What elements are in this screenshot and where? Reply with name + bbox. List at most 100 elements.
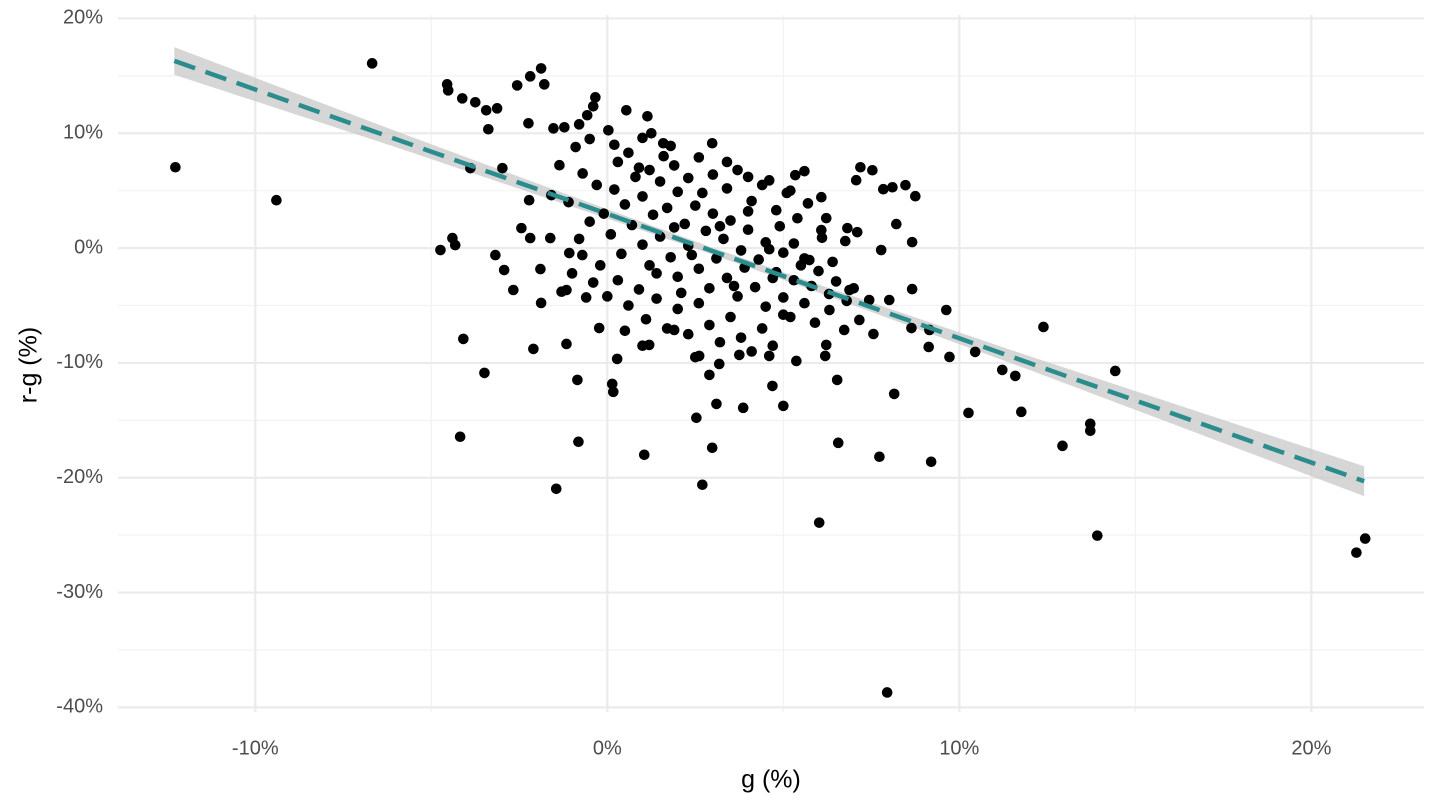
- point: [524, 232, 536, 244]
- point: [704, 282, 715, 294]
- point: [491, 103, 503, 114]
- point: [366, 58, 378, 69]
- point: [570, 141, 581, 153]
- point: [969, 346, 981, 358]
- point: [606, 378, 618, 390]
- point: [728, 280, 740, 292]
- point: [774, 220, 786, 232]
- point: [831, 374, 843, 386]
- point: [854, 314, 865, 326]
- point: [644, 164, 655, 176]
- point: [665, 251, 676, 263]
- point: [690, 351, 701, 363]
- point: [661, 202, 673, 214]
- y-tick-label: 0%: [74, 236, 103, 258]
- point: [550, 483, 562, 495]
- point: [1351, 547, 1362, 558]
- point: [749, 281, 761, 293]
- point: [732, 164, 743, 176]
- point: [686, 249, 698, 261]
- point: [675, 287, 687, 299]
- point: [605, 229, 617, 240]
- point: [799, 165, 810, 177]
- point: [820, 339, 832, 351]
- point: [877, 183, 889, 195]
- point: [819, 350, 831, 362]
- y-tick-label: 20%: [63, 7, 103, 29]
- point: [573, 119, 585, 130]
- point: [435, 244, 446, 256]
- point: [682, 172, 694, 184]
- point: [603, 124, 614, 136]
- y-tick-label: -30%: [56, 581, 103, 603]
- point: [584, 216, 596, 227]
- point: [883, 294, 895, 306]
- point: [830, 276, 842, 287]
- point: [714, 336, 726, 348]
- point: [644, 260, 655, 271]
- point: [763, 350, 775, 362]
- point: [580, 292, 592, 303]
- point: [1057, 440, 1068, 452]
- point: [523, 117, 534, 129]
- point: [1015, 406, 1027, 418]
- point: [706, 137, 718, 149]
- point: [725, 215, 736, 226]
- point: [637, 132, 648, 144]
- point: [887, 181, 898, 193]
- point: [867, 164, 878, 176]
- point: [668, 160, 680, 171]
- point: [535, 263, 546, 275]
- point: [594, 260, 606, 271]
- point: [535, 63, 547, 74]
- point: [881, 687, 893, 698]
- point: [633, 284, 645, 295]
- point: [718, 233, 729, 245]
- point: [528, 343, 539, 355]
- point: [713, 358, 725, 370]
- point: [572, 374, 583, 386]
- point: [556, 286, 567, 298]
- point: [693, 152, 705, 163]
- point: [763, 243, 775, 255]
- point: [707, 169, 719, 180]
- point: [746, 195, 757, 207]
- point: [577, 168, 588, 179]
- point: [577, 249, 588, 261]
- point: [642, 110, 653, 122]
- point: [590, 92, 601, 103]
- point: [753, 254, 764, 265]
- point: [668, 222, 680, 233]
- point: [442, 85, 454, 96]
- point: [623, 147, 634, 159]
- point: [746, 346, 757, 357]
- point: [735, 332, 747, 343]
- point: [1092, 530, 1103, 541]
- point: [842, 222, 853, 234]
- point: [855, 161, 866, 173]
- point: [516, 222, 527, 234]
- point: [791, 355, 802, 367]
- point: [559, 122, 570, 133]
- point: [756, 323, 768, 334]
- point: [851, 226, 863, 238]
- point: [480, 105, 492, 116]
- point: [511, 80, 523, 91]
- point: [456, 93, 468, 104]
- point: [802, 198, 814, 209]
- point: [587, 277, 599, 288]
- point: [672, 271, 684, 283]
- point: [788, 238, 800, 249]
- point: [941, 304, 952, 316]
- point: [1359, 533, 1371, 544]
- point: [535, 297, 547, 309]
- point: [848, 282, 860, 294]
- point: [735, 245, 747, 256]
- point: [679, 218, 691, 230]
- point: [544, 232, 556, 244]
- point: [742, 224, 754, 236]
- point: [875, 244, 887, 256]
- point: [573, 436, 584, 448]
- point: [611, 353, 623, 365]
